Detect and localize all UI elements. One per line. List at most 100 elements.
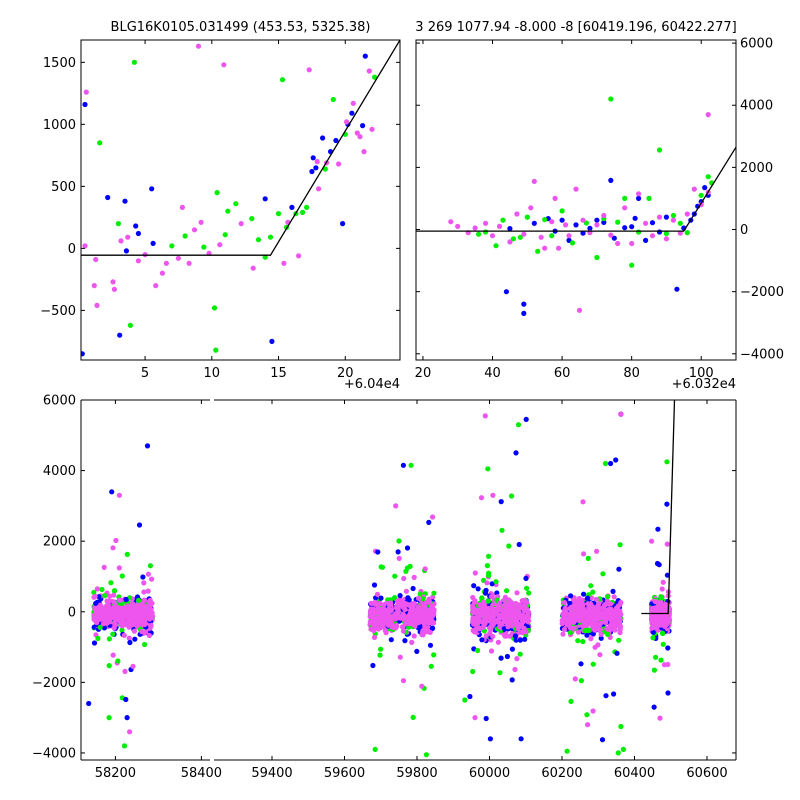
data-point bbox=[588, 583, 594, 589]
data-point bbox=[503, 289, 509, 295]
data-point bbox=[103, 604, 109, 610]
data-point bbox=[430, 625, 436, 631]
data-point bbox=[663, 214, 670, 220]
data-point bbox=[596, 606, 603, 612]
data-point bbox=[524, 600, 530, 606]
data-point bbox=[420, 609, 426, 615]
data-point bbox=[407, 563, 413, 570]
y-tick-label: 1500 bbox=[43, 56, 76, 71]
data-point bbox=[513, 450, 519, 456]
plot-area bbox=[81, 40, 400, 357]
x-tick-label: 40 bbox=[484, 366, 501, 381]
data-point bbox=[613, 457, 619, 463]
data-point bbox=[517, 234, 523, 240]
data-point bbox=[569, 240, 576, 246]
data-point bbox=[522, 636, 528, 642]
data-point bbox=[632, 215, 638, 221]
data-point bbox=[485, 573, 492, 579]
data-point bbox=[496, 605, 502, 611]
data-point bbox=[608, 460, 614, 467]
data-point bbox=[109, 489, 115, 495]
data-point bbox=[663, 622, 669, 628]
data-point bbox=[598, 635, 604, 641]
data-point bbox=[483, 610, 489, 617]
data-point bbox=[586, 627, 593, 633]
data-point bbox=[378, 564, 384, 570]
data-point bbox=[369, 126, 375, 132]
data-point bbox=[597, 652, 603, 658]
data-point bbox=[564, 748, 570, 754]
data-point bbox=[375, 549, 381, 555]
data-point bbox=[409, 639, 415, 646]
data-point bbox=[614, 622, 620, 628]
x-offset-label: +6.04e4 bbox=[344, 377, 400, 392]
data-point bbox=[428, 611, 435, 617]
data-point bbox=[366, 68, 372, 74]
data-point bbox=[585, 722, 591, 728]
data-point bbox=[519, 598, 525, 604]
data-point bbox=[396, 555, 402, 562]
data-point bbox=[400, 678, 407, 684]
data-point bbox=[575, 629, 582, 635]
data-point bbox=[402, 606, 408, 612]
data-point bbox=[149, 576, 155, 582]
data-point bbox=[233, 201, 239, 207]
data-point bbox=[516, 541, 522, 548]
data-point bbox=[489, 581, 495, 587]
data-point bbox=[654, 560, 661, 567]
data-point bbox=[82, 101, 88, 108]
y-tick-label: 0 bbox=[740, 223, 748, 238]
data-point bbox=[333, 137, 339, 144]
data-point bbox=[498, 655, 504, 661]
data-point bbox=[82, 243, 88, 249]
data-point bbox=[620, 746, 627, 753]
data-point bbox=[563, 222, 569, 228]
y-tick-label: 1000 bbox=[43, 118, 76, 133]
data-point bbox=[400, 462, 406, 468]
data-point bbox=[269, 338, 275, 344]
data-point bbox=[504, 588, 510, 594]
y-tick-label: 2000 bbox=[740, 161, 773, 176]
data-point bbox=[455, 223, 461, 229]
data-point bbox=[123, 696, 129, 703]
data-point bbox=[139, 605, 145, 611]
data-point bbox=[661, 662, 668, 668]
data-point bbox=[421, 620, 427, 626]
data-point bbox=[561, 626, 568, 633]
data-point bbox=[214, 190, 220, 196]
data-point bbox=[111, 625, 117, 631]
data-point bbox=[105, 194, 111, 201]
data-point bbox=[594, 222, 600, 228]
data-point bbox=[592, 619, 599, 626]
data-point bbox=[660, 630, 666, 637]
data-point bbox=[496, 600, 502, 606]
data-point bbox=[322, 166, 328, 172]
data-point bbox=[559, 208, 565, 214]
data-point bbox=[509, 493, 515, 499]
data-point bbox=[116, 565, 122, 571]
data-point bbox=[475, 611, 481, 618]
data-point bbox=[133, 620, 139, 626]
data-point bbox=[141, 589, 147, 595]
data-point bbox=[175, 255, 181, 261]
data-point bbox=[467, 693, 473, 700]
data-point bbox=[495, 639, 501, 645]
data-point bbox=[179, 204, 185, 210]
data-point bbox=[599, 737, 606, 743]
data-point bbox=[289, 204, 295, 210]
data-point bbox=[396, 538, 402, 544]
data-point bbox=[377, 608, 383, 615]
data-point bbox=[560, 631, 566, 637]
data-point bbox=[448, 219, 454, 225]
data-point bbox=[607, 624, 613, 631]
data-point bbox=[250, 265, 256, 271]
data-point bbox=[410, 714, 416, 721]
data-point bbox=[371, 582, 378, 588]
data-point bbox=[118, 238, 124, 244]
data-point bbox=[514, 656, 520, 662]
data-point bbox=[393, 503, 399, 509]
data-point bbox=[489, 622, 495, 629]
x-tick-label: 80 bbox=[623, 366, 640, 381]
data-point bbox=[616, 637, 622, 643]
data-point bbox=[481, 601, 487, 608]
